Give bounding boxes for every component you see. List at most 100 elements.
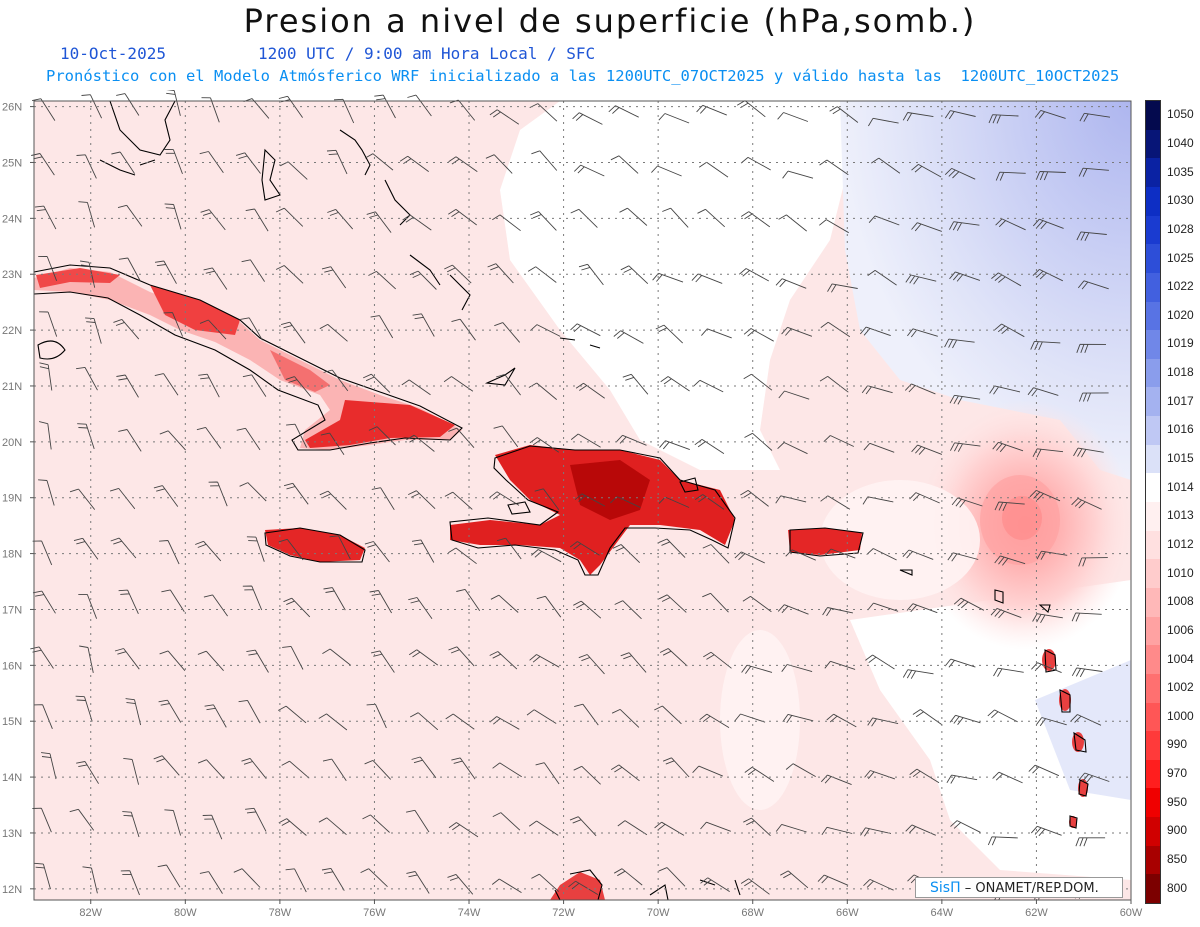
wind-barb bbox=[408, 649, 439, 666]
wind-barb bbox=[153, 485, 179, 507]
wind-barb bbox=[159, 430, 186, 451]
wind-barb bbox=[990, 607, 1022, 619]
wind-barb bbox=[911, 164, 942, 178]
wind-barb bbox=[949, 714, 981, 725]
wind-barb bbox=[199, 871, 223, 894]
legend-swatch bbox=[1146, 759, 1160, 789]
wind-barb bbox=[81, 94, 103, 119]
wind-barb bbox=[444, 491, 473, 510]
wind-barb bbox=[992, 441, 1024, 453]
wind-barb bbox=[120, 870, 140, 896]
wind-barb bbox=[489, 109, 520, 125]
wind-barb bbox=[1070, 714, 1102, 726]
wind-barb bbox=[778, 214, 807, 232]
wind-barb bbox=[113, 318, 140, 340]
legend-level-label: 800 bbox=[1167, 880, 1188, 895]
wind-barb bbox=[408, 597, 433, 619]
wind-barb bbox=[76, 154, 97, 179]
legend-swatch bbox=[1146, 616, 1160, 646]
wind-barb bbox=[651, 165, 682, 177]
wind-barb bbox=[159, 650, 186, 671]
wind-barb bbox=[1036, 717, 1067, 727]
wind-barb bbox=[285, 376, 312, 397]
wind-barb bbox=[989, 385, 1021, 395]
wind-barb bbox=[823, 435, 854, 447]
longitude-label: 66W bbox=[836, 907, 859, 919]
wind-barb bbox=[456, 588, 481, 612]
wind-barb bbox=[1078, 392, 1109, 402]
wind-barb bbox=[1028, 764, 1060, 777]
wind-barb bbox=[949, 394, 981, 405]
wind-barb bbox=[819, 219, 849, 234]
wind-barb bbox=[1075, 837, 1106, 847]
wind-barb bbox=[610, 155, 639, 174]
wind-barb bbox=[399, 155, 429, 172]
wind-barb bbox=[950, 820, 981, 833]
longitude-label: 68W bbox=[741, 907, 764, 919]
wind-barb bbox=[572, 112, 603, 125]
wind-barb bbox=[318, 817, 347, 836]
legend-swatch bbox=[1146, 244, 1160, 274]
legend-level-label: 1012 bbox=[1167, 536, 1194, 551]
wind-barb bbox=[164, 809, 182, 836]
wind-barb bbox=[241, 757, 267, 779]
wind-barb bbox=[280, 321, 306, 344]
legend-level-label: 1035 bbox=[1167, 164, 1194, 179]
wind-barb bbox=[738, 268, 770, 282]
wind-barb bbox=[777, 442, 808, 455]
wind-barb bbox=[817, 874, 849, 886]
legend-level-label: 990 bbox=[1167, 737, 1188, 752]
wind-barb bbox=[859, 326, 891, 337]
wind-barb bbox=[662, 207, 689, 228]
wind-barb bbox=[778, 390, 810, 400]
wind-barb bbox=[283, 482, 309, 505]
wind-barb bbox=[613, 868, 643, 886]
wind-barb bbox=[118, 429, 142, 452]
wind-barb bbox=[531, 549, 562, 563]
wind-barb bbox=[406, 871, 430, 894]
wind-barb bbox=[615, 434, 647, 446]
wind-barb bbox=[492, 812, 521, 831]
wind-barb bbox=[994, 555, 1026, 566]
wind-barb bbox=[445, 713, 475, 730]
wind-barb bbox=[118, 257, 141, 282]
wind-barb bbox=[493, 425, 519, 448]
wind-barb bbox=[485, 154, 513, 174]
latitude-label: 19N bbox=[2, 493, 22, 505]
wind-barb bbox=[782, 713, 814, 724]
legend-swatch bbox=[1146, 473, 1160, 503]
wind-barb bbox=[114, 648, 140, 670]
legend-level-label: 1040 bbox=[1167, 135, 1194, 150]
legend-swatch bbox=[1146, 301, 1160, 331]
wind-barb bbox=[531, 873, 560, 892]
wind-barb bbox=[608, 105, 639, 118]
wind-barb bbox=[69, 488, 96, 510]
legend-swatch bbox=[1146, 330, 1160, 360]
wind-barb bbox=[412, 313, 435, 337]
wind-barb bbox=[236, 427, 261, 451]
legend-swatch bbox=[1146, 129, 1160, 159]
wind-barb bbox=[448, 209, 477, 226]
legend-level-label: 1006 bbox=[1167, 622, 1194, 637]
wind-barb bbox=[911, 444, 943, 455]
legend-swatch bbox=[1146, 186, 1160, 217]
wind-barb bbox=[949, 271, 981, 282]
legend-level-label: 1010 bbox=[1167, 565, 1194, 580]
wind-barb bbox=[867, 602, 899, 612]
latitude-label: 20N bbox=[2, 437, 22, 449]
latitude-label: 13N bbox=[2, 828, 22, 840]
wind-barb bbox=[240, 317, 263, 341]
wind-barb bbox=[775, 823, 807, 833]
wind-barb bbox=[906, 603, 938, 614]
wind-barb bbox=[744, 766, 775, 782]
longitude-label: 76W bbox=[363, 907, 386, 919]
wind-barb bbox=[827, 283, 858, 293]
wind-barb bbox=[946, 774, 978, 784]
wind-barb bbox=[1030, 825, 1062, 837]
legend-level-label: 1014 bbox=[1167, 479, 1194, 494]
wind-barb bbox=[490, 594, 519, 613]
longitude-label: 70W bbox=[647, 907, 670, 919]
wind-barb bbox=[1032, 448, 1064, 458]
wind-barb bbox=[322, 648, 351, 666]
wind-barb bbox=[39, 311, 58, 337]
